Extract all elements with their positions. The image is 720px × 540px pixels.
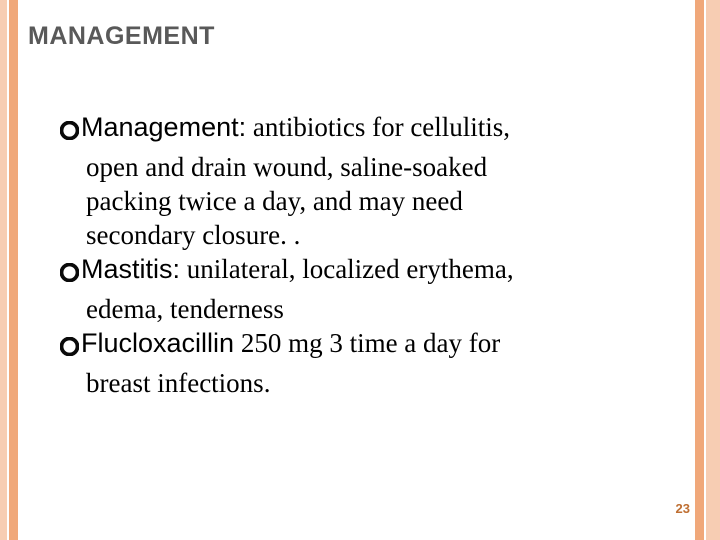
bullet-icon — [60, 330, 79, 364]
bullet-icon — [60, 256, 79, 290]
list-item-continuation: packing twice a day, and may need — [86, 184, 660, 218]
stripe — [18, 0, 20, 540]
list-item-continuation: open and drain wound, saline-soaked — [86, 150, 660, 184]
list-item-lead: Flucloxacillin — [81, 328, 234, 358]
list-item: Mastitis: unilateral, localized erythema… — [60, 252, 660, 290]
page-number: 23 — [676, 501, 690, 516]
stripe — [9, 0, 18, 540]
list-item: Management: antibiotics for cellulitis, — [60, 110, 660, 148]
list-item-continuation: secondary closure. . — [86, 218, 660, 252]
content-area: Management: antibiotics for cellulitis,o… — [60, 110, 660, 400]
list-item-text: antibiotics for cellulitis, — [246, 112, 510, 142]
list-item-continuation: breast infections. — [86, 366, 660, 400]
list-item-text: unilateral, localized erythema, — [180, 254, 514, 284]
stripe — [706, 0, 720, 540]
list-item-lead: Mastitis: — [81, 254, 180, 284]
stripe — [695, 0, 704, 540]
bullet-icon — [60, 114, 79, 148]
list-item-text: 250 mg 3 time a day for — [234, 328, 500, 358]
stripe — [0, 0, 7, 540]
list-item: Flucloxacillin 250 mg 3 time a day for — [60, 326, 660, 364]
list-item-continuation: edema, tenderness — [86, 292, 660, 326]
page-title: MANAGEMENT — [28, 22, 215, 51]
list-item-lead: Management: — [81, 112, 246, 142]
